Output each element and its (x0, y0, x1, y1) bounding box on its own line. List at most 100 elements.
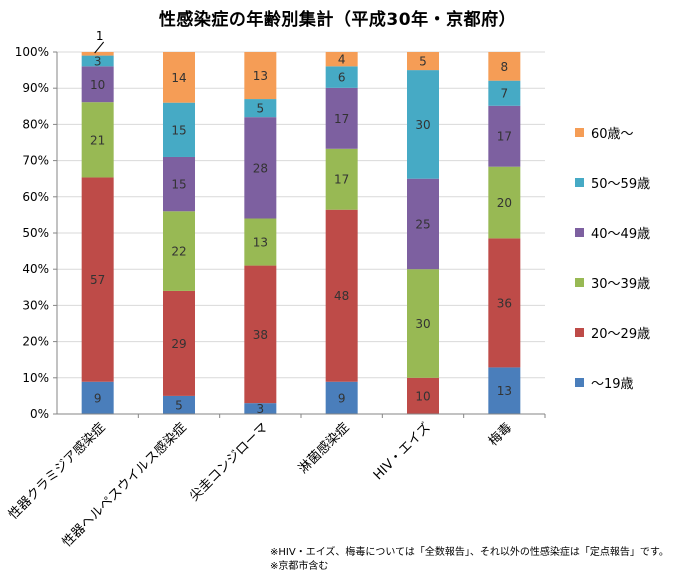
bar-segment (81, 52, 114, 56)
x-tick-label: HIV・エイズ (370, 420, 434, 484)
data-label: 9 (94, 391, 102, 405)
legend-label: 20～29歳 (591, 326, 651, 342)
legend-swatch (575, 227, 584, 237)
data-label: 6 (338, 71, 346, 85)
data-label: 17 (334, 112, 349, 126)
bar-segment (163, 395, 195, 414)
legend-item: 30～39歳 (575, 272, 650, 292)
footnote-kyoto-city: ※京都市含む (270, 561, 329, 572)
y-tick-label: 20% (22, 335, 49, 349)
data-label: 9 (338, 391, 346, 405)
bar-segment (81, 102, 114, 178)
bar-segment (407, 377, 439, 414)
bars (81, 52, 521, 414)
bar-segment (325, 148, 358, 210)
data-label: 10 (90, 78, 105, 92)
data-label: 14 (171, 71, 186, 85)
data-label: 5 (419, 55, 427, 69)
legend-swatch (575, 177, 584, 187)
bar-segment (244, 99, 277, 118)
data-label: 13 (497, 384, 512, 398)
x-tick-label: 梅毒 (486, 420, 515, 449)
bar-segment (81, 66, 114, 103)
data-label: 28 (253, 161, 268, 175)
y-tick-label: 10% (22, 371, 49, 385)
bar-segment (407, 269, 439, 378)
data-label: 13 (253, 236, 268, 250)
y-tick-label: 70% (22, 154, 49, 168)
data-label: 21 (90, 133, 105, 147)
data-label: 48 (334, 289, 349, 303)
bar-segment (488, 80, 521, 106)
data-label: 57 (90, 273, 105, 287)
data-label: 22 (171, 245, 186, 259)
x-tick-label: 淋菌感染症 (295, 420, 352, 477)
legend-item: ～19歳 (575, 372, 634, 392)
data-label: 13 (253, 69, 268, 83)
footnote-reporting: ※HIV・エイズ、梅毒については「全数報告」、それ以外の性感染症は「定点報告」で… (270, 547, 669, 558)
bar-segment (325, 52, 358, 67)
x-tick-label: 尖圭コンジローマ (187, 420, 271, 504)
bar-segment (81, 55, 114, 67)
y-tick-label: 30% (22, 298, 49, 312)
data-label: 5 (257, 102, 265, 116)
bar-segment (325, 209, 358, 382)
data-label: 17 (334, 173, 349, 187)
bar-segment (244, 218, 277, 266)
data-label: 7 (501, 87, 509, 101)
legend-swatch (575, 127, 584, 137)
legend-item: 40～49歳 (575, 222, 650, 242)
bar-segment (407, 52, 439, 71)
data-label: 3 (257, 402, 265, 416)
data-label: 15 (171, 123, 186, 137)
data-label: 17 (497, 130, 512, 144)
legend-item: 50～59歳 (575, 172, 650, 192)
y-tick-label: 40% (22, 262, 49, 276)
data-label: 5 (175, 398, 183, 412)
bar-segment (244, 265, 277, 404)
data-labels: 9572110315292215151433813285139481717641… (90, 29, 512, 416)
data-label: 15 (171, 178, 186, 192)
legend-item: 60歳～ (575, 122, 634, 142)
bar-segment (163, 290, 195, 396)
data-label: 20 (497, 196, 512, 210)
data-label-leader (94, 41, 105, 54)
legend-swatch (575, 377, 584, 387)
bar-segment (325, 87, 358, 149)
bar-segment (163, 156, 195, 212)
data-label: 4 (338, 53, 346, 67)
bar-segment (163, 211, 195, 291)
bar-segment (325, 381, 358, 414)
data-label: 36 (497, 296, 512, 310)
bar-segment (244, 52, 277, 100)
legend-label: 40～49歳 (591, 226, 651, 242)
y-tick-label: 100% (15, 45, 49, 59)
bar-segment (488, 238, 521, 368)
bar-segment (325, 66, 358, 88)
legend-swatch (575, 327, 584, 337)
data-label: 38 (253, 328, 268, 342)
bar-segment (81, 177, 114, 382)
legend-label: ～19歳 (591, 376, 634, 392)
bar-segment (244, 403, 277, 414)
legend-swatch (575, 277, 584, 287)
bar-segment (163, 52, 195, 103)
legend-item: 20～29歳 (575, 322, 650, 342)
y-tick-label: 50% (22, 226, 49, 240)
y-tick-label: 0% (30, 407, 49, 421)
data-label: 1 (96, 29, 104, 43)
bar-segment (407, 178, 439, 270)
bar-segment (488, 105, 521, 167)
bar-segment (488, 166, 521, 239)
grid-lines (57, 51, 545, 379)
y-tick-label: 90% (22, 81, 49, 95)
data-label: 30 (415, 118, 430, 132)
data-label: 30 (415, 317, 430, 331)
data-label: 3 (94, 54, 102, 68)
legend-label: 50～59歳 (591, 176, 651, 192)
data-label: 8 (501, 60, 509, 74)
bar-segment (81, 381, 114, 414)
legend-label: 30～39歳 (591, 276, 651, 292)
chart-title: 性感染症の年齢別集計（平成30年・京都府） (158, 10, 517, 30)
